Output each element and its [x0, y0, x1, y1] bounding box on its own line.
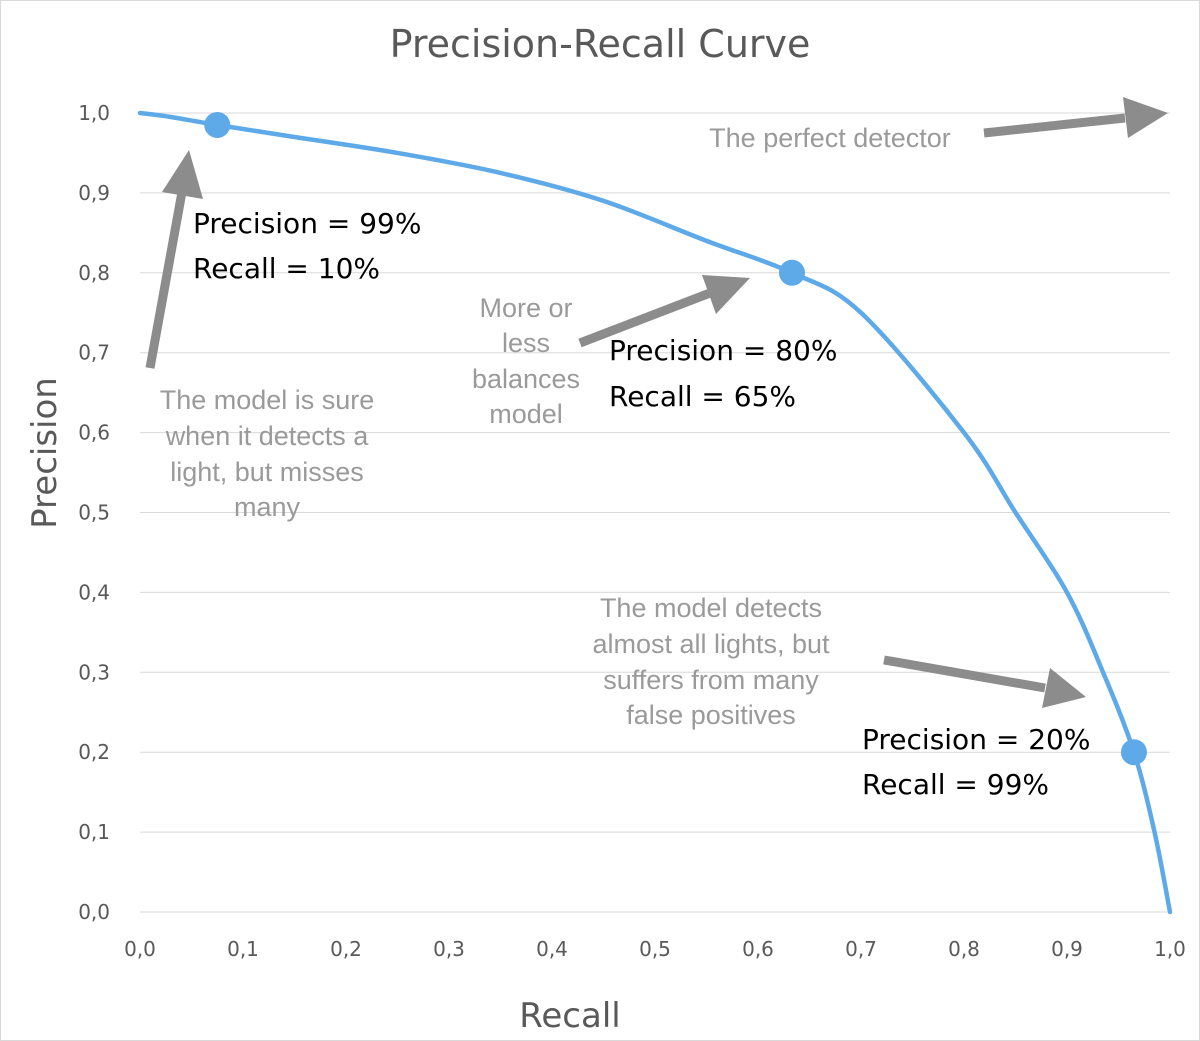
x-tick-label: 0,3 — [433, 937, 465, 961]
y-tick-label: 1,0 — [78, 101, 110, 125]
annotation-sure-line: when it detects a — [165, 421, 370, 451]
annotation-balanced-line: balances — [472, 364, 580, 394]
y-tick-label: 0,4 — [78, 580, 110, 604]
highlight-point — [778, 259, 805, 286]
x-tick-label: 0,2 — [330, 937, 362, 961]
y-tick-label: 0,8 — [78, 261, 110, 285]
annotation-balanced-line: less — [502, 328, 550, 358]
y-axis-ticks: 0,0 0,1 0,2 0,3 0,4 0,5 0,6 0,7 0,8 0,9 1,0 — [78, 101, 110, 924]
arrow-perfect-head — [1123, 97, 1168, 138]
y-tick-label: 0,6 — [78, 421, 110, 445]
y-axis-label: Precision — [25, 377, 65, 529]
x-tick-label: 0,8 — [948, 937, 980, 961]
gridlines — [140, 112, 1170, 913]
annotation-detects-line: almost all lights, but — [592, 629, 830, 659]
x-tick-label: 0,5 — [639, 937, 671, 961]
x-tick-label: 1,0 — [1154, 937, 1186, 961]
x-tick-label: 0,0 — [124, 937, 156, 961]
y-tick-label: 0,5 — [78, 501, 110, 525]
annotation-balanced-line: More or — [479, 293, 572, 323]
x-axis-ticks: 0,0 0,1 0,2 0,3 0,4 0,5 0,6 0,7 0,8 0,9 1,0 — [124, 937, 1186, 961]
annotation-p3-precision: Precision = 20% — [862, 723, 1090, 756]
annotation-balanced-line: model — [489, 399, 563, 429]
annotation-arrows — [145, 97, 1168, 708]
x-tick-label: 0,1 — [227, 937, 259, 961]
annotation-detects-line: false positives — [626, 700, 796, 730]
y-tick-label: 0,9 — [78, 181, 110, 205]
annotation-sure-line: many — [234, 492, 301, 522]
y-tick-label: 0,3 — [78, 660, 110, 684]
x-tick-label: 0,7 — [845, 937, 877, 961]
y-tick-label: 0,1 — [78, 820, 110, 844]
highlighted-points — [204, 111, 1147, 766]
arrow-perfect-shaft — [983, 113, 1126, 138]
annotation-detects-line: suffers from many — [603, 665, 819, 695]
highlight-point — [204, 111, 231, 138]
annotation-p1-precision: Precision = 99% — [193, 207, 421, 240]
arrow-sure-shaft — [145, 191, 187, 369]
x-tick-label: 0,4 — [536, 937, 568, 961]
chart-title: Precision-Recall Curve — [390, 22, 811, 66]
x-axis-label: Recall — [519, 996, 620, 1036]
annotation-perfect-detector: The perfect detector — [709, 123, 951, 153]
annotation-p3-recall: Recall = 99% — [862, 768, 1049, 801]
y-tick-label: 0,0 — [78, 900, 110, 924]
arrow-sure-head — [162, 150, 203, 199]
annotation-sure-line: light, but misses — [170, 457, 364, 487]
arrow-detects-shaft — [883, 655, 1046, 693]
annotation-detects: The model detects almost all lights, but… — [592, 593, 830, 730]
x-tick-label: 0,6 — [742, 937, 774, 961]
annotation-p1-recall: Recall = 10% — [193, 252, 380, 285]
arrow-balanced-head — [702, 275, 750, 314]
annotation-p2-recall: Recall = 65% — [609, 380, 796, 413]
x-tick-label: 0,9 — [1051, 937, 1083, 961]
y-tick-label: 0,7 — [78, 341, 110, 365]
annotation-sure-line: The model is sure — [160, 385, 375, 415]
arrow-balanced-shaft — [578, 288, 712, 348]
highlight-point — [1120, 739, 1147, 766]
annotation-balanced: More or less balances model — [472, 293, 580, 429]
annotation-detects-line: The model detects — [600, 593, 822, 623]
annotation-p2-precision: Precision = 80% — [609, 334, 837, 367]
arrow-detects-head — [1042, 668, 1086, 708]
y-tick-label: 0,2 — [78, 740, 110, 764]
annotation-sure: The model is sure when it detects a ligh… — [160, 385, 375, 522]
